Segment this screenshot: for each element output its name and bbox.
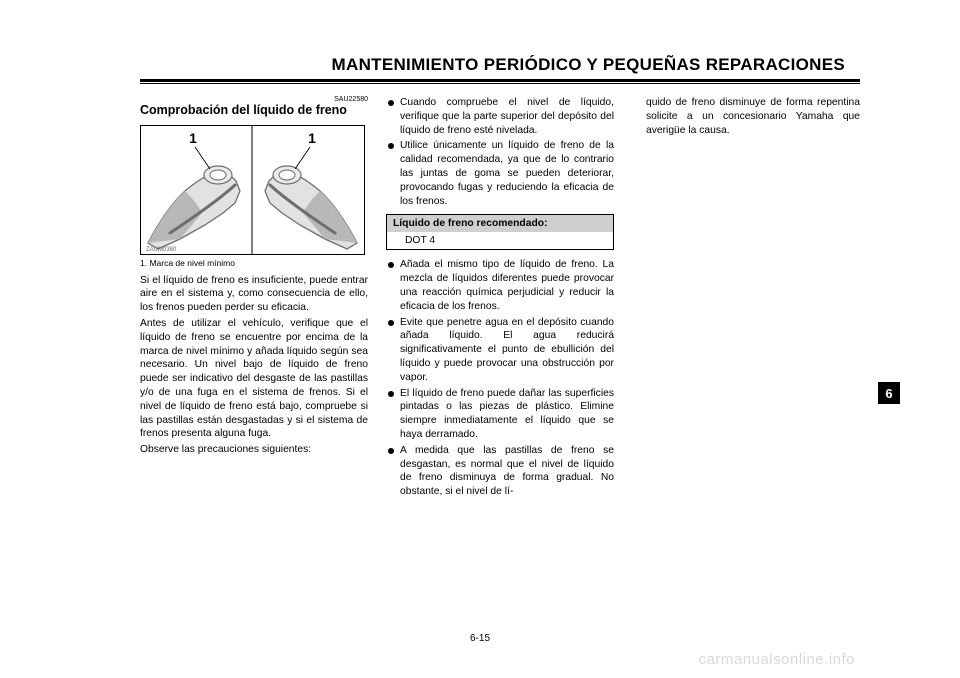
paragraph: Si el líquido de freno es insuficiente, …	[140, 274, 368, 315]
watermark: carmanualsonline.info	[699, 651, 855, 668]
spec-box-value: DOT 4	[387, 232, 613, 249]
bullet-list-top: Cuando compruebe el nivel de líquido, ve…	[386, 96, 614, 208]
content-columns: SAU22580 Comprobación del líquido de fre…	[140, 96, 860, 501]
page: MANTENIMIENTO PERIÓDICO Y PEQUEÑAS REPAR…	[0, 0, 960, 678]
list-item: A medida que las pastillas de freno se d…	[386, 444, 614, 499]
list-item: Añada el mismo tipo de líquido de fre­no…	[386, 258, 614, 313]
spec-box: Líquido de freno recomendado: DOT 4	[386, 214, 614, 250]
page-title: MANTENIMIENTO PERIÓDICO Y PEQUEÑAS REPAR…	[140, 55, 860, 75]
section-title: Comprobación del líquido de freno	[140, 103, 368, 119]
list-item: Utilice únicamente un líquido de freno d…	[386, 139, 614, 208]
page-number: 6-15	[0, 633, 960, 644]
figure-caption: 1. Marca de nivel mínimo	[140, 258, 368, 268]
figure-label-right: 1	[308, 130, 316, 146]
list-item: Evite que penetre agua en el depósito cu…	[386, 316, 614, 385]
figure-brake-reservoirs: 1 1 ZAUM0380	[140, 125, 368, 255]
column-2: Cuando compruebe el nivel de líquido, ve…	[386, 96, 614, 501]
figure-label-left: 1	[189, 130, 197, 146]
paragraph: Antes de utilizar el vehículo, verifique…	[140, 317, 368, 441]
figure-svg: 1 1 ZAUM0380	[140, 125, 365, 255]
list-item: Cuando compruebe el nivel de líquido, ve…	[386, 96, 614, 137]
chapter-tab: 6	[878, 382, 900, 404]
header-rule-thick	[140, 79, 860, 82]
column-1: SAU22580 Comprobación del líquido de fre…	[140, 96, 368, 501]
column-3: quido de freno disminuye de forma re­pen…	[632, 96, 860, 501]
column-1-body: Si el líquido de freno es insuficiente, …	[140, 274, 368, 457]
bullet-list-bottom: Añada el mismo tipo de líquido de fre­no…	[386, 258, 614, 499]
spec-box-label: Líquido de freno recomendado:	[387, 215, 613, 232]
continuation-text: quido de freno disminuye de forma re­pen…	[632, 96, 860, 137]
header-rule-thin	[140, 83, 860, 84]
list-item: El líquido de freno puede dañar las su­p…	[386, 387, 614, 442]
section-code: SAU22580	[140, 96, 368, 103]
figure-code: ZAUM0380	[146, 247, 177, 253]
paragraph: Observe las precauciones siguientes:	[140, 443, 368, 457]
